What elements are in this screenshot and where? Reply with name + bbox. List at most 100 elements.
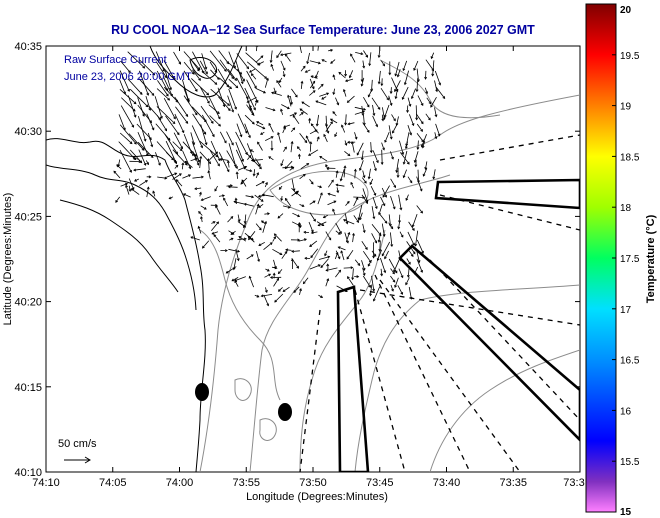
- current-vector: [354, 259, 361, 267]
- current-vector: [322, 214, 329, 219]
- current-vector: [425, 113, 431, 121]
- current-vector: [250, 158, 263, 162]
- current-vector: [339, 169, 345, 182]
- current-vector: [119, 89, 137, 105]
- current-vector: [319, 92, 330, 97]
- current-vector: [354, 106, 367, 111]
- colorbar-tick-label: 20: [620, 5, 632, 16]
- current-vector: [297, 153, 301, 160]
- current-vector: [269, 275, 282, 279]
- colorbar-tick-label: 19: [620, 102, 632, 113]
- current-vector: [397, 221, 401, 230]
- current-vector: [210, 69, 220, 80]
- current-vector: [190, 236, 200, 241]
- current-vector: [296, 146, 301, 151]
- current-vector: [360, 77, 365, 87]
- current-vector: [285, 248, 292, 252]
- current-vector: [309, 90, 316, 96]
- current-vector: [382, 107, 386, 120]
- current-vector: [407, 231, 415, 246]
- current-vector: [394, 277, 399, 288]
- current-vector: [329, 118, 338, 124]
- current-vector: [379, 213, 388, 224]
- current-vector: [406, 258, 411, 265]
- x-tick-label: 74:00: [166, 477, 194, 489]
- current-vector: [234, 276, 246, 282]
- current-vector: [156, 88, 171, 101]
- current-vector: [233, 200, 245, 205]
- current-vector: [273, 87, 277, 94]
- current-vector: [306, 52, 310, 65]
- current-vector: [173, 132, 183, 150]
- current-vector: [156, 114, 168, 132]
- current-vector: [264, 77, 269, 88]
- current-vector: [371, 275, 376, 292]
- current-vector: [337, 246, 346, 251]
- current-vector: [268, 122, 274, 133]
- current-vector: [280, 52, 292, 57]
- current-vector: [235, 141, 244, 163]
- current-vector: [247, 235, 255, 243]
- current-vector: [120, 105, 135, 128]
- current-vector: [244, 123, 251, 139]
- current-vector: [223, 197, 229, 207]
- current-vector: [282, 71, 286, 78]
- current-vector: [398, 268, 404, 279]
- current-vector: [407, 124, 413, 136]
- current-vector: [219, 59, 234, 80]
- current-vector: [325, 231, 332, 241]
- current-vector: [409, 114, 415, 127]
- current-vector: [332, 111, 337, 116]
- current-vector: [381, 187, 387, 198]
- current-vector: [371, 97, 381, 110]
- current-vector: [244, 114, 255, 125]
- current-vector: [264, 287, 268, 293]
- current-vector: [138, 115, 147, 142]
- current-vector: [371, 233, 378, 244]
- current-vector: [371, 206, 376, 220]
- current-vector: [326, 263, 330, 270]
- current-vector: [244, 87, 256, 111]
- current-vector: [238, 236, 247, 242]
- current-vector: [182, 174, 192, 179]
- current-vector: [380, 60, 386, 67]
- current-vector: [404, 141, 408, 150]
- current-vector: [351, 268, 355, 281]
- current-vector: [250, 73, 257, 80]
- station-marker: [195, 383, 209, 401]
- x-tick-label: 73:45: [366, 477, 394, 489]
- current-vector: [217, 87, 226, 108]
- current-vector: [138, 149, 147, 166]
- scale-label: 50 cm/s: [58, 438, 97, 450]
- current-vector: [219, 77, 232, 90]
- current-vector: [389, 87, 393, 95]
- current-vector: [236, 68, 245, 82]
- current-vector: [434, 107, 438, 118]
- current-vector: [340, 124, 346, 133]
- current-vector: [353, 196, 359, 207]
- current-vector: [208, 104, 220, 114]
- y-tick-label: 40:10: [14, 467, 42, 479]
- current-vector: [130, 188, 140, 195]
- map-layer: Raw Surface Current June 23, 2006 20:00 …: [46, 46, 580, 472]
- current-vector: [369, 142, 373, 154]
- current-vector: [237, 214, 241, 223]
- current-vector: [390, 268, 395, 275]
- current-vector: [262, 220, 267, 233]
- current-vector: [139, 180, 148, 186]
- current-vector: [308, 149, 319, 156]
- current-vector: [317, 192, 323, 205]
- current-vector: [200, 124, 208, 146]
- current-vector: [399, 140, 405, 155]
- current-vector: [388, 125, 393, 140]
- current-vector: [348, 70, 354, 79]
- current-vector: [372, 150, 379, 164]
- current-vector: [381, 223, 386, 237]
- current-vector: [164, 70, 172, 91]
- current-vector: [263, 294, 270, 307]
- current-vector: [299, 204, 305, 207]
- current-vector: [342, 88, 347, 97]
- current-vector: [226, 160, 230, 168]
- current-vector: [347, 122, 355, 126]
- current-vector: [198, 210, 203, 216]
